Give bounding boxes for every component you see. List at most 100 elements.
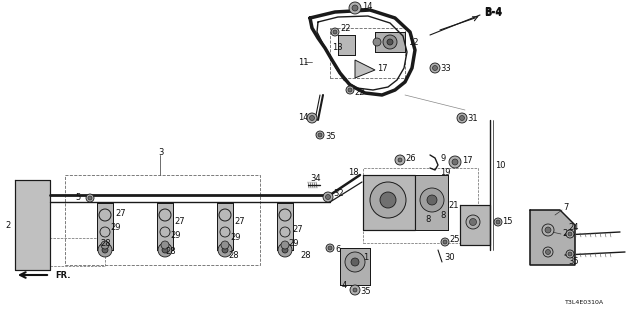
Circle shape bbox=[345, 252, 365, 272]
Circle shape bbox=[568, 232, 572, 236]
Circle shape bbox=[383, 35, 397, 49]
Circle shape bbox=[494, 218, 502, 226]
Bar bbox=[50, 238, 105, 266]
Circle shape bbox=[568, 252, 572, 256]
Circle shape bbox=[496, 220, 500, 224]
Circle shape bbox=[278, 243, 292, 257]
Circle shape bbox=[282, 247, 288, 253]
Polygon shape bbox=[375, 32, 405, 52]
Circle shape bbox=[566, 250, 574, 258]
Circle shape bbox=[351, 258, 359, 266]
Circle shape bbox=[326, 195, 330, 199]
Text: 28: 28 bbox=[100, 238, 111, 247]
Text: 14: 14 bbox=[362, 2, 372, 11]
Text: 27: 27 bbox=[174, 218, 184, 227]
Bar bbox=[363, 168, 478, 243]
Bar bbox=[65, 175, 260, 265]
Circle shape bbox=[102, 247, 108, 253]
Text: 1: 1 bbox=[363, 253, 368, 262]
Text: 35: 35 bbox=[568, 258, 579, 267]
Text: 12: 12 bbox=[408, 37, 419, 46]
Text: 31: 31 bbox=[467, 114, 477, 123]
Circle shape bbox=[543, 247, 553, 257]
Polygon shape bbox=[340, 248, 370, 285]
Circle shape bbox=[222, 247, 228, 253]
Circle shape bbox=[542, 224, 554, 236]
Circle shape bbox=[162, 247, 168, 253]
Circle shape bbox=[566, 230, 574, 238]
Text: 24: 24 bbox=[568, 223, 579, 233]
Text: 5: 5 bbox=[75, 194, 80, 203]
Text: 27: 27 bbox=[234, 218, 244, 227]
Circle shape bbox=[452, 159, 458, 165]
Circle shape bbox=[161, 241, 169, 249]
Circle shape bbox=[353, 288, 357, 292]
Polygon shape bbox=[530, 210, 575, 265]
Circle shape bbox=[101, 241, 109, 249]
Text: 4: 4 bbox=[342, 282, 348, 291]
Text: 26: 26 bbox=[405, 154, 415, 163]
Text: 8: 8 bbox=[440, 211, 445, 220]
Circle shape bbox=[318, 133, 322, 137]
Circle shape bbox=[218, 243, 232, 257]
Polygon shape bbox=[277, 203, 293, 250]
Polygon shape bbox=[15, 180, 50, 270]
Circle shape bbox=[387, 39, 393, 45]
Circle shape bbox=[427, 195, 437, 205]
Text: 20: 20 bbox=[562, 229, 573, 238]
Text: 8: 8 bbox=[425, 215, 430, 225]
Text: B-4: B-4 bbox=[484, 7, 502, 17]
Text: 15: 15 bbox=[502, 218, 513, 227]
Text: 18: 18 bbox=[348, 167, 358, 177]
Text: 22: 22 bbox=[354, 87, 365, 97]
Text: 19: 19 bbox=[440, 167, 451, 177]
Circle shape bbox=[433, 66, 438, 70]
Circle shape bbox=[398, 158, 402, 162]
Circle shape bbox=[346, 86, 354, 94]
Text: 11: 11 bbox=[298, 58, 308, 67]
Text: B-4: B-4 bbox=[484, 8, 502, 18]
Polygon shape bbox=[460, 205, 490, 245]
Circle shape bbox=[316, 131, 324, 139]
Text: 7: 7 bbox=[563, 204, 568, 212]
Circle shape bbox=[158, 243, 172, 257]
Circle shape bbox=[420, 188, 444, 212]
Text: 17: 17 bbox=[377, 63, 388, 73]
Text: 28: 28 bbox=[300, 251, 310, 260]
Circle shape bbox=[460, 116, 465, 121]
Text: 29: 29 bbox=[230, 234, 241, 243]
Circle shape bbox=[441, 238, 449, 246]
Polygon shape bbox=[338, 35, 355, 55]
Text: 35: 35 bbox=[360, 287, 371, 297]
Circle shape bbox=[449, 156, 461, 168]
Text: 35: 35 bbox=[325, 132, 335, 140]
Text: 10: 10 bbox=[495, 161, 506, 170]
Text: 30: 30 bbox=[444, 252, 454, 261]
Text: 3: 3 bbox=[158, 148, 163, 156]
Text: 2: 2 bbox=[5, 220, 10, 229]
Text: 22: 22 bbox=[340, 23, 351, 33]
Circle shape bbox=[328, 246, 332, 250]
Circle shape bbox=[86, 194, 94, 202]
Circle shape bbox=[333, 30, 337, 34]
Text: 9: 9 bbox=[440, 154, 445, 163]
Text: 25: 25 bbox=[449, 236, 460, 244]
Circle shape bbox=[380, 192, 396, 208]
Polygon shape bbox=[157, 203, 173, 250]
Circle shape bbox=[545, 250, 550, 254]
Circle shape bbox=[98, 243, 112, 257]
Circle shape bbox=[326, 244, 334, 252]
Text: 14: 14 bbox=[298, 113, 308, 122]
Text: 33: 33 bbox=[440, 63, 451, 73]
Circle shape bbox=[88, 196, 92, 200]
Text: 21: 21 bbox=[448, 201, 458, 210]
Circle shape bbox=[221, 241, 229, 249]
Polygon shape bbox=[217, 203, 233, 250]
Circle shape bbox=[310, 116, 314, 121]
Text: 27: 27 bbox=[292, 226, 303, 235]
Circle shape bbox=[470, 219, 477, 226]
Circle shape bbox=[331, 28, 339, 36]
Circle shape bbox=[457, 113, 467, 123]
Text: 32: 32 bbox=[333, 189, 344, 198]
Polygon shape bbox=[355, 60, 375, 78]
